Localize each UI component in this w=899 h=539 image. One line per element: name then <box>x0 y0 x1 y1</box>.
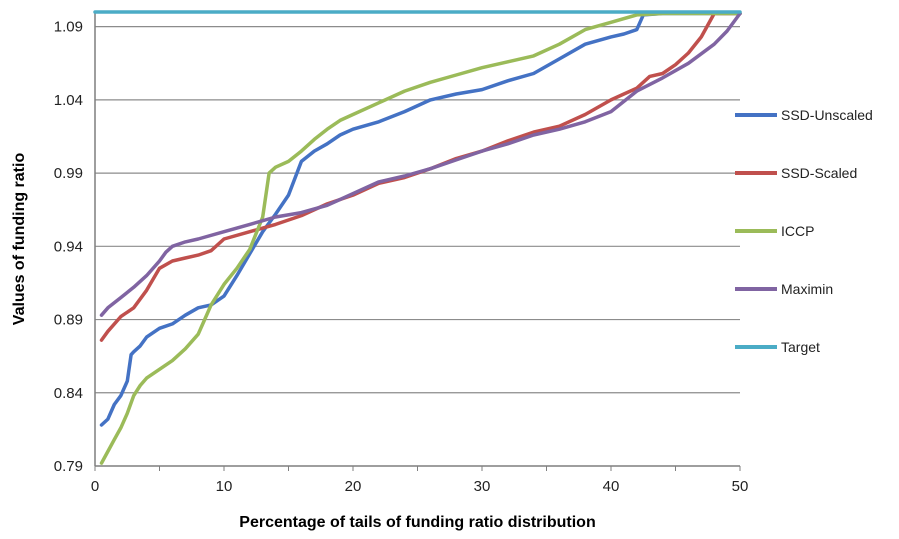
x-tick-label: 40 <box>603 478 620 495</box>
y-tick-label: 0.84 <box>54 385 83 402</box>
series-lines <box>93 10 742 465</box>
y-tick-label: 0.79 <box>54 458 83 475</box>
x-tick-label: 50 <box>732 478 749 495</box>
x-tick-label: 30 <box>474 478 491 495</box>
legend-label-maximin: Maximin <box>781 281 833 297</box>
legend-label-ssd-unscaled: SSD-Unscaled <box>781 107 873 123</box>
x-tick-label: 20 <box>345 478 362 495</box>
y-axis-title: Values of funding ratio <box>11 153 28 326</box>
y-tick-label: 0.99 <box>54 165 83 182</box>
y-tick-labels: 0.79 0.84 0.89 0.94 0.99 1.04 1.09 <box>54 19 83 475</box>
legend-label-target: Target <box>781 339 820 355</box>
y-tick-label: 0.94 <box>54 238 83 255</box>
legend-label-ssd-scaled: SSD-Scaled <box>781 165 857 181</box>
x-axis-title: Percentage of tails of funding ratio dis… <box>239 514 595 531</box>
series-line-maximin <box>99 11 742 317</box>
legend-label-iccp: ICCP <box>781 223 814 239</box>
x-tick-label: 10 <box>216 478 233 495</box>
series-line-ssd-unscaled <box>99 11 742 427</box>
gridlines <box>95 26 740 394</box>
y-tick-label: 1.09 <box>54 19 83 36</box>
series-line-ssd-scaled <box>99 11 742 342</box>
x-tick-labels: 0 10 20 30 40 50 <box>91 466 749 495</box>
series-line-iccp <box>99 11 742 465</box>
y-tick-label: 0.89 <box>54 312 83 329</box>
y-tick-label: 1.04 <box>54 92 83 109</box>
legend: SSD-Unscaled SSD-Scaled ICCP Maximin Target <box>735 107 873 355</box>
x-tick-label: 0 <box>91 478 99 495</box>
